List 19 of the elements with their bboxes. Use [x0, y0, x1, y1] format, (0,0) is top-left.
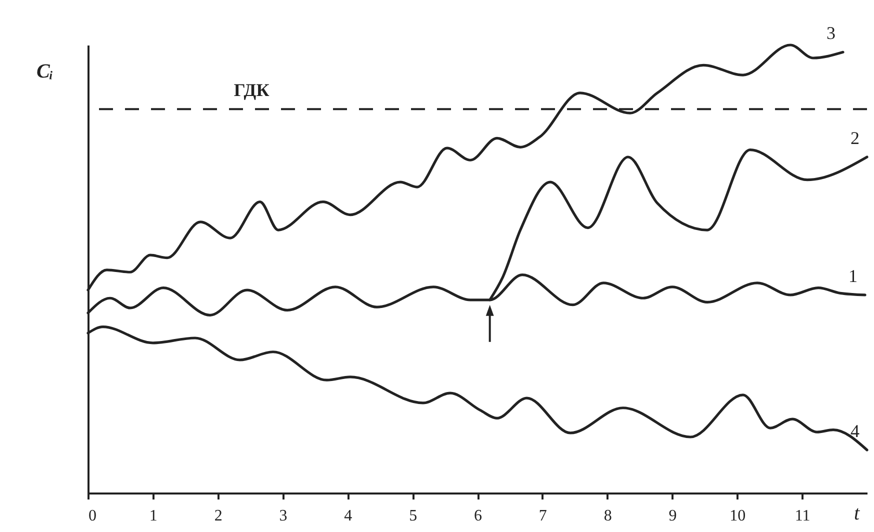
x-tick-label: 11	[794, 508, 810, 524]
series-label: 3	[826, 23, 836, 44]
x-tick-label: 5	[409, 508, 418, 524]
series-label: 4	[850, 420, 860, 441]
x-tick-label: 1	[149, 508, 158, 524]
x-tick-label: 3	[279, 508, 288, 524]
ref-line-label: ГДК	[234, 80, 270, 100]
x-tick-label: 4	[344, 508, 352, 524]
x-tick-label: 8	[604, 508, 612, 524]
x-tick-label: 6	[474, 508, 482, 524]
x-tick-label: 9	[668, 508, 677, 524]
x-axis-title: t	[854, 502, 860, 524]
x-tick-label: 7	[538, 508, 547, 524]
x-tick-label: 10	[730, 508, 746, 524]
x-tick-label: 0	[88, 508, 96, 524]
y-axis-title: Cᵢ	[36, 60, 54, 82]
series-label: 1	[848, 266, 858, 286]
x-tick-label: 2	[214, 508, 222, 524]
series-label: 2	[850, 128, 860, 148]
